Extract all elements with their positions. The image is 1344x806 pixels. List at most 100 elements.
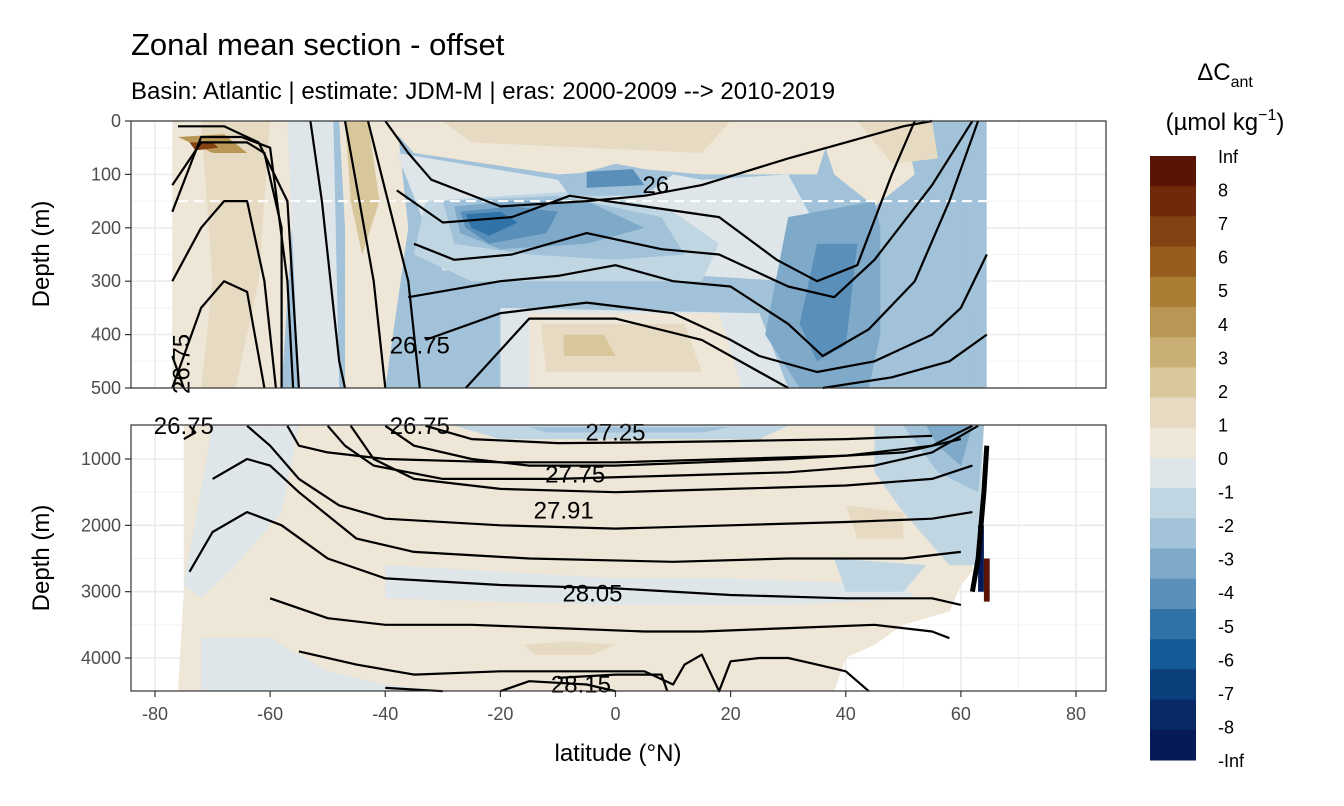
legend-title: ΔCant (1197, 59, 1253, 91)
legend-label: -1 (1218, 483, 1234, 503)
legend-label: 2 (1218, 382, 1228, 402)
x-tick-label: 40 (836, 704, 856, 724)
y-tick-label: 100 (91, 164, 121, 184)
legend-swatch (1150, 699, 1196, 731)
legend-unit: (µmol kg−1) (1166, 107, 1285, 136)
legend-label: 1 (1218, 415, 1228, 435)
legend-swatch (1150, 518, 1196, 550)
x-tick-label: -20 (487, 704, 513, 724)
lower-offset-region (201, 638, 442, 691)
y-tick-label: 0 (111, 111, 121, 131)
density-contour-line (384, 119, 933, 208)
x-tick-label: 60 (951, 704, 971, 724)
lower-offset-region (385, 565, 915, 605)
density-contour-line (366, 120, 421, 389)
density-contour-line (464, 317, 789, 389)
legend-swatch (1150, 729, 1196, 761)
density-contour-line (408, 120, 980, 358)
legend-swatch (1150, 186, 1196, 217)
lower-contour-label: 28.15 (551, 672, 611, 699)
lower-contour-label: 27.75 (545, 461, 605, 488)
legend-label: -7 (1218, 684, 1234, 704)
y-tick-label: 400 (91, 325, 121, 345)
legend-swatch (1150, 578, 1196, 610)
legend-swatch (1150, 609, 1196, 640)
legend-swatch (1150, 337, 1196, 368)
density-contour-cluster-northern (969, 445, 990, 593)
density-contour-line (326, 424, 979, 480)
density-contour-line (171, 135, 295, 389)
legend-label: 8 (1218, 181, 1228, 201)
upper-offset-region (563, 334, 616, 356)
density-contour-line (309, 120, 347, 389)
upper-offset-region (201, 121, 271, 388)
lower-contour-label: 28.05 (562, 581, 622, 608)
lower-y-axis-title: Depth (m) (28, 505, 55, 612)
upper-contour-label: 26 (642, 172, 669, 199)
legend-swatch (1150, 307, 1196, 338)
legend-label: -6 (1218, 650, 1234, 670)
y-tick-label: 2000 (81, 515, 121, 535)
upper-offset-region (857, 121, 938, 164)
x-axis-title: latitude (°N) (555, 740, 682, 767)
upper-offset-region (880, 201, 973, 388)
upper-offset-region (442, 121, 731, 153)
legend-label: -4 (1218, 583, 1234, 603)
lower-offset-region (834, 558, 927, 592)
upper-offset-region (287, 121, 340, 388)
chart-title: Zonal mean section - offset (131, 27, 505, 62)
density-contour-line (171, 280, 266, 389)
legend: ΔCant (µmol kg−1) Inf 8 7 6 5 4 3 2 1 0 -1 -2 -3 -4 -5… (1150, 59, 1284, 771)
y-tick-label: 3000 (81, 582, 121, 602)
legend-swatch (1150, 488, 1196, 519)
legend-swatch (1150, 458, 1196, 489)
lower-contour-label: 27.25 (585, 419, 645, 446)
upper-y-axis-title: Depth (m) (28, 201, 55, 308)
legend-label: -8 (1218, 717, 1234, 737)
legend-label: 5 (1218, 281, 1228, 301)
lower-contour-label: 27.91 (534, 498, 594, 525)
density-contour-line (171, 200, 277, 389)
lower-panel: 26.75 26.75 27.25 27.75 27.91 28.05 28.15 1000… (28, 413, 1107, 699)
density-contour-line (343, 120, 387, 389)
legend-label: 7 (1218, 214, 1228, 234)
legend-label: 4 (1218, 315, 1228, 335)
upper-offset-region (586, 169, 645, 188)
legend-swatch (1150, 548, 1196, 580)
lower-contour-label: 26.75 (154, 413, 214, 440)
legend-swatch (1150, 246, 1196, 278)
legend-swatch (1150, 669, 1196, 701)
y-tick-label: 4000 (81, 648, 121, 668)
chart-subtitle: Basin: Atlantic | estimate: JDM-M | eras… (131, 78, 835, 105)
legend-label: Inf (1218, 147, 1239, 167)
y-tick-label: 1000 (81, 449, 121, 469)
density-contour-line (425, 424, 933, 445)
x-tick-label: 80 (1066, 704, 1086, 724)
density-contour-line (298, 650, 870, 693)
lower-offset-region (183, 425, 299, 599)
density-contour-line (349, 425, 973, 494)
lower-offset-region (523, 641, 616, 655)
density-contour-line (557, 673, 669, 692)
legend-swatch (1150, 397, 1196, 429)
legend-swatch (1150, 216, 1196, 248)
x-tick-label: 20 (721, 704, 741, 724)
density-contour-line (396, 120, 916, 283)
legend-label: 0 (1218, 449, 1228, 469)
upper-offset-field (172, 121, 987, 388)
legend-label: -Inf (1218, 751, 1245, 771)
upper-panel-border (130, 120, 1107, 389)
density-contour-line (171, 355, 185, 389)
legend-swatch (1150, 639, 1196, 670)
upper-panel: 26 26.75 26.75 0 100 200 300 400 500 Depth (m) (28, 111, 1107, 398)
density-contour-line (188, 510, 962, 606)
upper-contour-label: 26.75 (169, 334, 196, 394)
legend-swatch (1150, 427, 1196, 459)
legend-swatch (1150, 156, 1196, 187)
x-tick-label: -80 (142, 704, 168, 724)
x-tick-label: 0 (610, 704, 620, 724)
density-contour-line (500, 680, 616, 693)
legend-swatch (1150, 276, 1196, 308)
density-contour-line (425, 254, 988, 374)
legend-label: -5 (1218, 617, 1234, 637)
